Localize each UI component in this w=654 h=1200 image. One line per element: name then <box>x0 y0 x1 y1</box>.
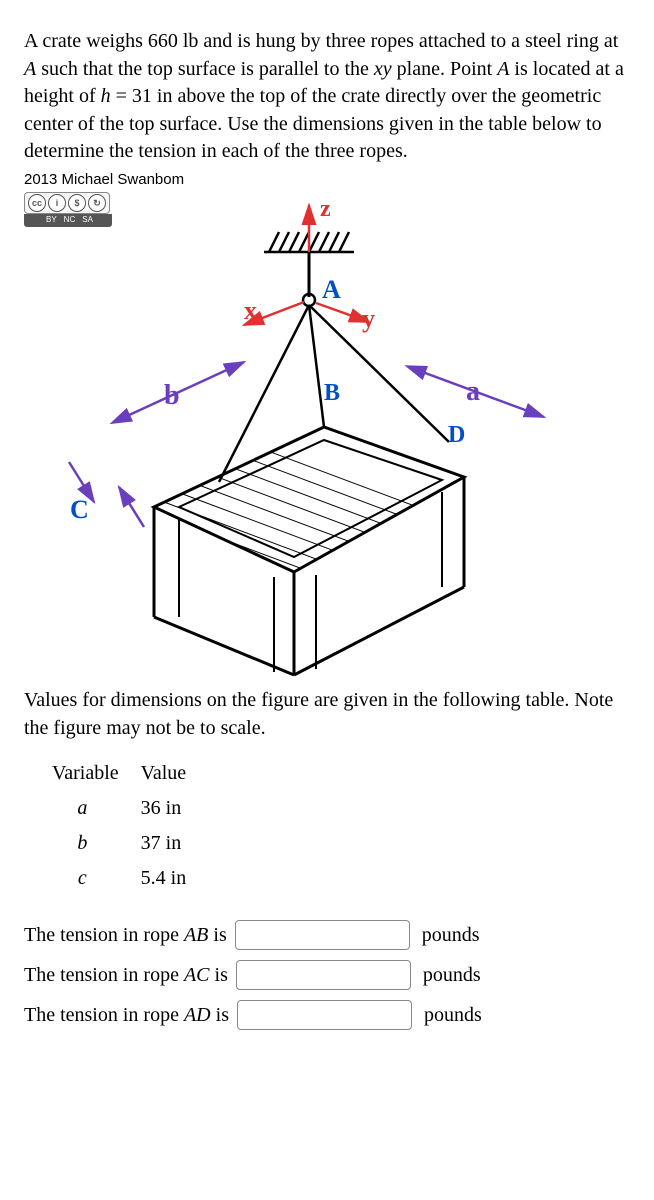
point-d-label: D <box>448 419 465 451</box>
tension-ad-input[interactable] <box>237 1000 412 1030</box>
dimensions-table: Variable Value a 36 in b 37 in c 5.4 in <box>48 756 204 896</box>
var-cell: c <box>48 861 137 896</box>
table-row: a 36 in <box>48 791 204 826</box>
unit-label: pounds <box>423 962 481 989</box>
tension-ac-input[interactable] <box>236 960 411 990</box>
point-c-label: C <box>70 492 89 527</box>
var-cell: a <box>48 791 137 826</box>
val-cell: 37 in <box>137 826 205 861</box>
table-row: b 37 in <box>48 826 204 861</box>
axis-x-label: x <box>244 293 257 328</box>
point-a-label: A <box>322 272 341 307</box>
axis-z-label: z <box>320 193 331 225</box>
answer-row-ac: The tension in rope AC is pounds <box>24 960 630 990</box>
table-caption: Values for dimensions on the figure are … <box>24 687 630 742</box>
table-header-value: Value <box>137 756 205 791</box>
table-header-variable: Variable <box>48 756 137 791</box>
dim-b-label: b <box>164 377 180 415</box>
unit-label: pounds <box>424 1002 482 1029</box>
problem-statement: A crate weighs 660 lb and is hung by thr… <box>24 28 630 166</box>
point-b-label: B <box>324 377 340 409</box>
var-cell: b <box>48 826 137 861</box>
answer-label: The tension in rope AD is <box>24 1002 229 1029</box>
table-row: c 5.4 in <box>48 861 204 896</box>
answer-label: The tension in rope AC is <box>24 962 228 989</box>
unit-label: pounds <box>422 922 480 949</box>
attribution-author: 2013 Michael Swanbom <box>24 170 630 190</box>
val-cell: 36 in <box>137 791 205 826</box>
answer-label: The tension in rope AB is <box>24 922 227 949</box>
problem-figure: z x y A B C D b a <box>24 197 584 677</box>
answer-row-ab: The tension in rope AB is pounds <box>24 920 630 950</box>
answer-row-ad: The tension in rope AD is pounds <box>24 1000 630 1030</box>
dim-a-label: a <box>466 373 480 411</box>
axis-y-label: y <box>362 301 375 336</box>
val-cell: 5.4 in <box>137 861 205 896</box>
tension-ab-input[interactable] <box>235 920 410 950</box>
